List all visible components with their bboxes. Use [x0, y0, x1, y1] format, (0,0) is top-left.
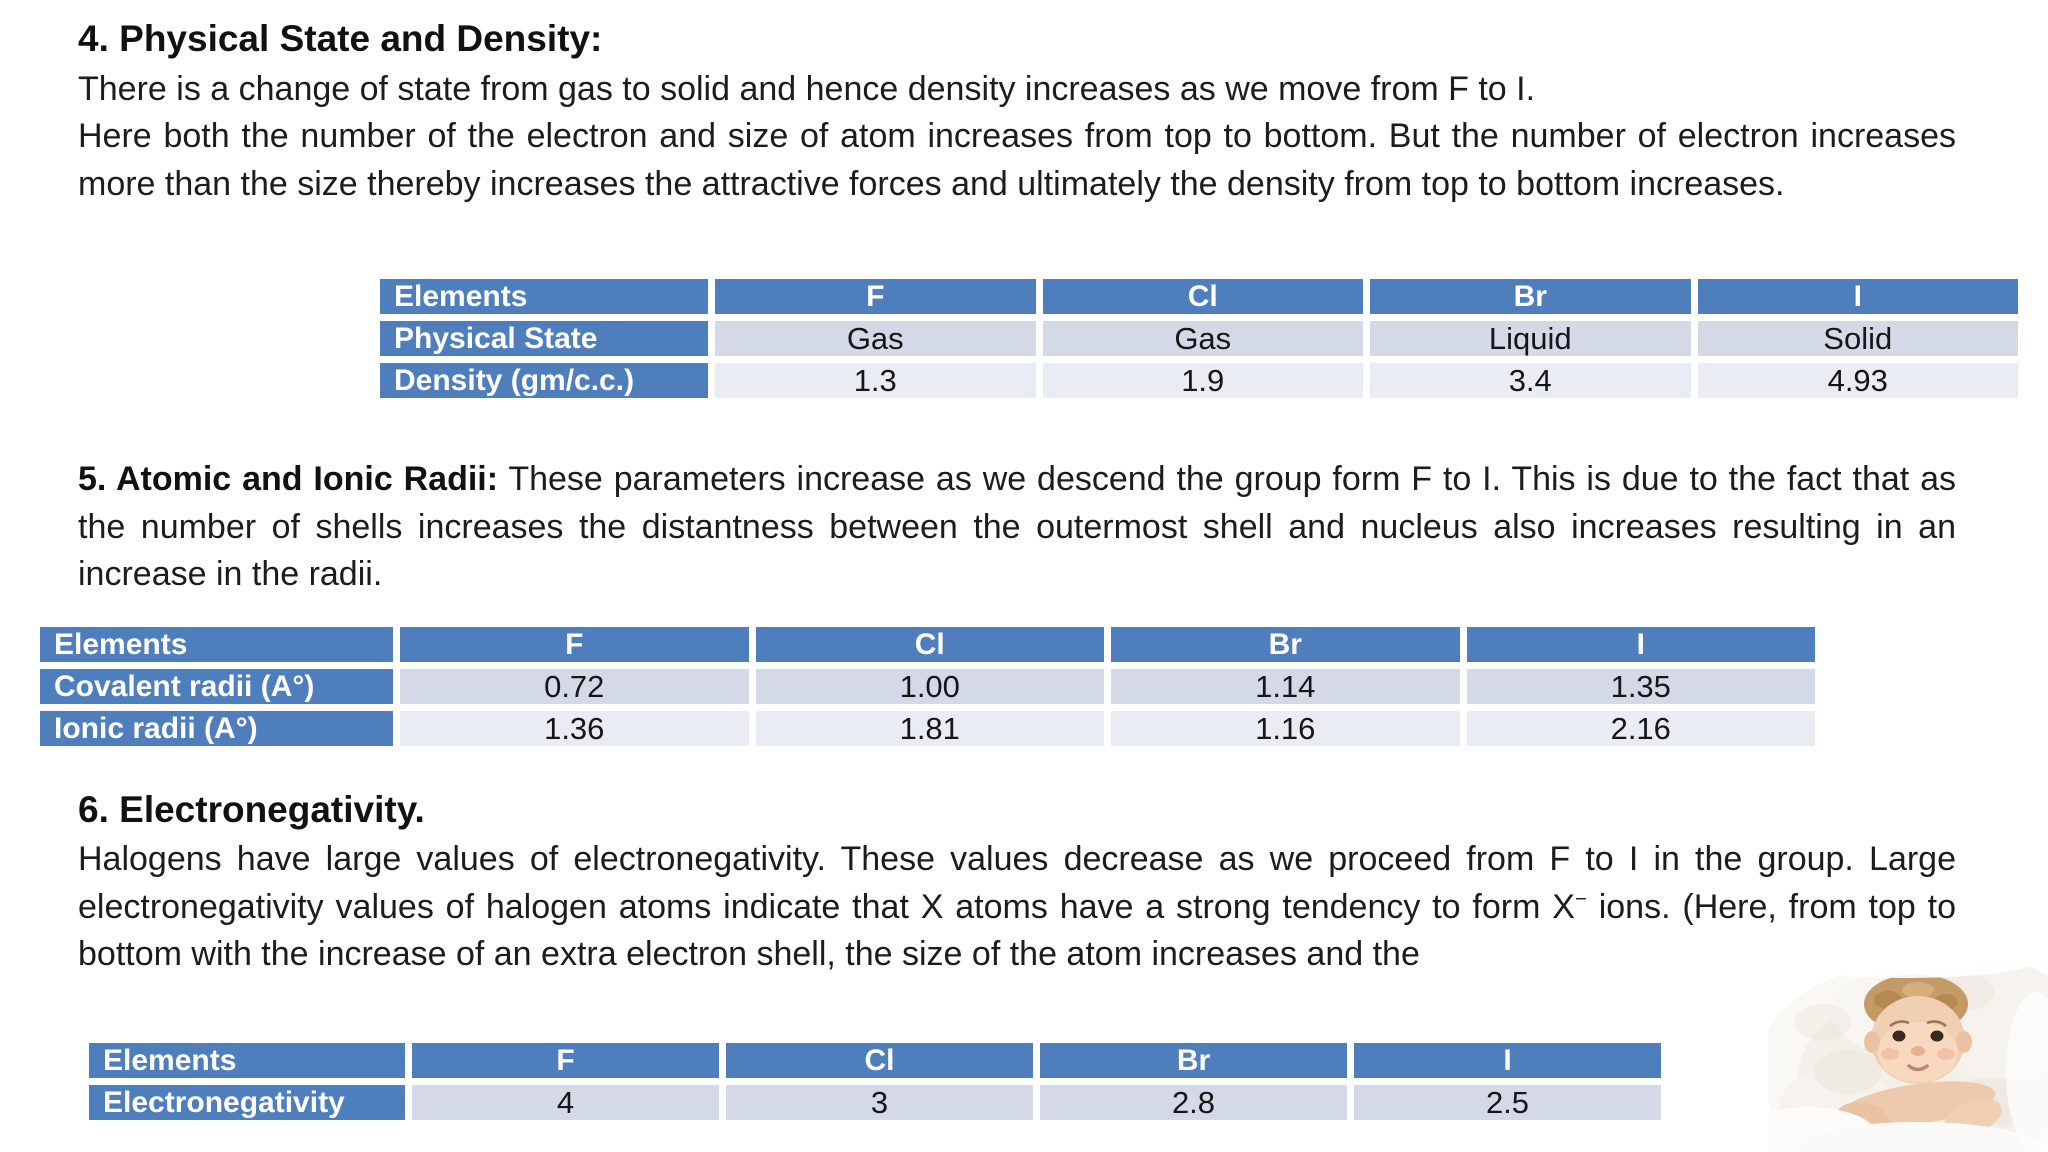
- table-cell: 2.16: [1466, 711, 1815, 746]
- section4-paragraph: Here both the number of the electron and…: [78, 117, 1956, 203]
- table-row-label: Ionic radii (A°): [40, 711, 393, 746]
- table-header-cell: F: [715, 279, 1036, 314]
- table-header-cell: Elements: [89, 1043, 405, 1078]
- section5-paragraph: 5. Atomic and Ionic Radii: These paramet…: [78, 456, 1956, 599]
- table-header-cell: Br: [1370, 279, 1691, 314]
- table-cell: 4: [412, 1085, 719, 1120]
- table-header-cell: F: [400, 627, 749, 662]
- table-header-cell: Elements: [380, 279, 708, 314]
- table-header-cell: Br: [1040, 1043, 1347, 1078]
- section4-intro: There is a change of state from gas to s…: [78, 70, 1536, 108]
- table-cell: 1.3: [715, 363, 1036, 398]
- table-row-label: Covalent radii (A°): [40, 669, 393, 704]
- radii-table: Elements F Cl Br I Covalent radii (A°) 0…: [40, 627, 1815, 746]
- table-header-cell: F: [412, 1043, 719, 1078]
- table-cell: 1.36: [400, 711, 749, 746]
- section5-heading: 5. Atomic and Ionic Radii:: [78, 460, 499, 498]
- section6-body-post: ions. (Here, from top to bottom with the…: [78, 887, 1956, 974]
- table-cell: 2.8: [1040, 1085, 1347, 1120]
- table-cell: 4.93: [1697, 363, 2018, 398]
- section6-paragraph: Halogens have large values of electroneg…: [78, 836, 1956, 979]
- table-cell: 0.72: [400, 669, 749, 704]
- table-header-cell: Elements: [40, 627, 393, 662]
- table-cell: Solid: [1697, 321, 2018, 356]
- superscript-minus: −: [1574, 888, 1587, 911]
- table-cell: Liquid: [1370, 321, 1691, 356]
- baby-photo-illustration: [1738, 942, 2048, 1152]
- table-cell: 3.4: [1370, 363, 1691, 398]
- section6-body-pre: Halogens have large values of electroneg…: [78, 840, 1956, 926]
- table-header-cell: Br: [1111, 627, 1460, 662]
- table-row-label: Physical State: [380, 321, 708, 356]
- table-cell: 1.35: [1466, 669, 1815, 704]
- table-cell: Gas: [715, 321, 1036, 356]
- table-cell: Gas: [1042, 321, 1363, 356]
- table-cell: 1.9: [1042, 363, 1363, 398]
- section6-heading: 6. Electronegativity.: [78, 789, 425, 830]
- table-row-label: Electronegativity: [89, 1085, 405, 1120]
- electronegativity-table: Elements F Cl Br I Electronegativity 4 3…: [89, 1043, 1661, 1120]
- table-cell: 1.16: [1111, 711, 1460, 746]
- section5-body: These parameters increase as we descend …: [78, 460, 1956, 593]
- table-cell: 1.81: [755, 711, 1104, 746]
- table-header-cell: I: [1697, 279, 2018, 314]
- section4-heading: 4. Physical State and Density:: [78, 18, 603, 59]
- baby-photo: [1738, 942, 2048, 1152]
- table-cell: 1.14: [1111, 669, 1460, 704]
- physical-state-table: Elements F Cl Br I Physical State Gas Ga…: [380, 279, 2018, 398]
- table-row-label: Density (gm/c.c.): [380, 363, 708, 398]
- table-header-cell: I: [1354, 1043, 1661, 1078]
- table-header-cell: Cl: [1042, 279, 1363, 314]
- table-header-cell: Cl: [755, 627, 1104, 662]
- table-header-cell: Cl: [726, 1043, 1033, 1078]
- table-header-cell: I: [1466, 627, 1815, 662]
- table-cell: 2.5: [1354, 1085, 1661, 1120]
- table-cell: 3: [726, 1085, 1033, 1120]
- table-cell: 1.00: [755, 669, 1104, 704]
